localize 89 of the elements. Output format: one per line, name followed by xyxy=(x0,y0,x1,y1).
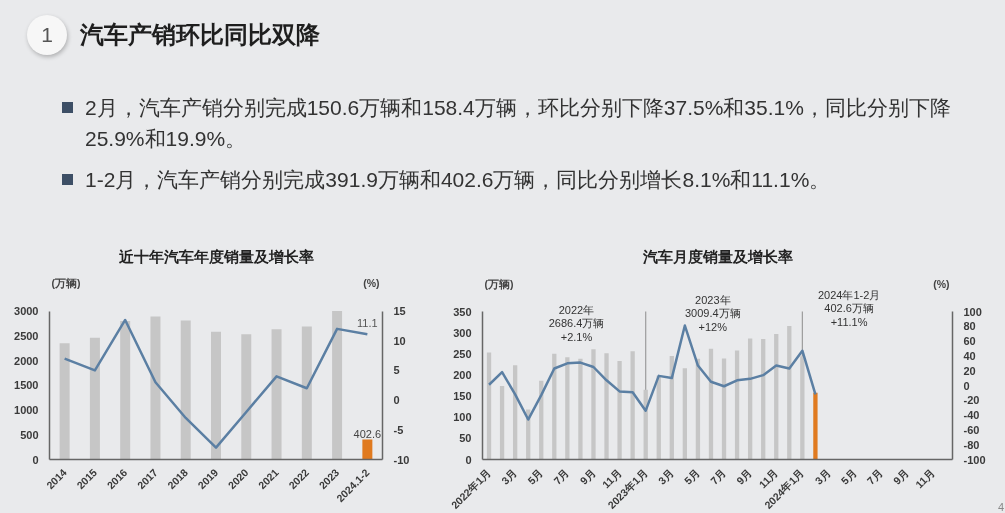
y-tick-label: 2500 xyxy=(14,329,39,342)
bar xyxy=(682,368,688,460)
x-tick-label: 3月 xyxy=(498,466,520,487)
y2-tick-label: -10 xyxy=(393,453,410,466)
y2-tick-label: -40 xyxy=(963,409,980,422)
x-tick-label: 9月 xyxy=(733,466,755,487)
y-tick-label: 250 xyxy=(453,347,472,360)
y2-tick-label: 5 xyxy=(393,364,400,377)
y-tick-label: 0 xyxy=(32,453,39,466)
bar xyxy=(604,353,609,460)
y-tick-label: 100 xyxy=(453,411,472,424)
y-tick-label: 3000 xyxy=(14,305,39,318)
y-tick-label: 200 xyxy=(453,368,472,381)
bar xyxy=(761,338,766,460)
y-tick-label: 500 xyxy=(20,428,39,441)
x-tick-label: 3月 xyxy=(655,466,677,487)
y-axis-title: (万辆) xyxy=(484,277,514,290)
bar xyxy=(180,320,191,460)
x-tick-label: 7月 xyxy=(864,466,885,487)
y2-tick-label: -20 xyxy=(963,394,980,407)
x-tick-label: 9月 xyxy=(577,466,598,487)
annotation: 2023年 3009.4万辆 +12% xyxy=(684,293,741,334)
y-tick-label: 2000 xyxy=(14,354,39,367)
y-tick-label: 1500 xyxy=(14,379,39,392)
y2-tick-label: 80 xyxy=(963,320,976,333)
bar xyxy=(578,358,583,460)
bar xyxy=(301,326,312,460)
text: 4 xyxy=(997,500,1004,513)
y-tick-label: 0 xyxy=(465,453,472,466)
y-tick-label: 350 xyxy=(453,305,472,318)
y-tick-label: 50 xyxy=(459,432,472,445)
bar xyxy=(630,351,635,460)
text: 2月，汽车产销分别完成150.6万辆和158.4万辆，环比分别下降37.5%和35.1%，同比分别下降25.9%和19.9%。 xyxy=(85,95,952,152)
y2-tick-label: 60 xyxy=(963,335,976,348)
bar xyxy=(211,331,221,460)
bar xyxy=(89,337,100,460)
x-tick-label: 5月 xyxy=(838,466,859,487)
bar xyxy=(774,333,779,460)
x-tick-label: 11月 xyxy=(913,466,938,491)
x-tick-label: 5月 xyxy=(525,466,546,487)
bar xyxy=(617,360,622,460)
y-tick-label: 300 xyxy=(453,326,472,339)
y-tick-label: 150 xyxy=(453,390,472,403)
y2-tick-label: 0 xyxy=(393,394,400,407)
annotation: 2022年 2686.4万辆 +2.1% xyxy=(548,303,605,344)
bar xyxy=(734,350,740,460)
y2-tick-label: 100 xyxy=(963,305,982,318)
annotation: 2024年1-2月 402.6万辆 +11.1% xyxy=(817,288,881,329)
y2-tick-label: -80 xyxy=(963,438,980,451)
y2-tick-label: 20 xyxy=(963,364,976,377)
bar xyxy=(721,358,727,460)
bar xyxy=(362,439,373,460)
x-tick-label: 7月 xyxy=(551,466,572,487)
bar xyxy=(241,334,252,460)
y2-tick-label: 40 xyxy=(963,349,976,362)
data-label: 11.1 xyxy=(357,317,378,330)
y2-tick-label: -5 xyxy=(393,423,404,436)
bar xyxy=(499,385,505,460)
y2-axis-title: (%) xyxy=(363,277,380,290)
section-number-badge: 1 xyxy=(27,15,67,55)
text: 汽车产销环比同比双降 xyxy=(80,20,320,50)
x-tick-label: 5月 xyxy=(681,466,703,487)
y2-tick-label: 10 xyxy=(393,334,406,347)
text: 1-2月，汽车产销分别完成391.9万辆和402.6万辆，同比分别增长8.1%和11.1%。 xyxy=(85,167,832,193)
chart-title: 汽车月度销量及增长率 xyxy=(641,247,793,265)
bar xyxy=(332,311,343,460)
bar xyxy=(486,352,492,460)
bar xyxy=(747,338,753,460)
x-tick-label: 7月 xyxy=(707,466,729,487)
data-label: 402.6 xyxy=(353,427,382,440)
x-tick-label: 3月 xyxy=(812,466,833,487)
y2-tick-label: -60 xyxy=(963,423,980,436)
chart-title: 近十年汽车年度销量及增长率 xyxy=(117,247,314,265)
y-tick-label: 1000 xyxy=(14,404,39,417)
bar xyxy=(120,320,131,460)
y2-tick-label: 0 xyxy=(963,379,970,392)
bar xyxy=(800,356,805,460)
x-tick-label: 9月 xyxy=(890,466,912,487)
bar xyxy=(813,392,818,460)
bar xyxy=(150,316,161,460)
y2-axis-title: (%) xyxy=(933,277,950,290)
y2-tick-label: -100 xyxy=(963,453,986,466)
bar xyxy=(591,349,596,460)
bar xyxy=(787,325,792,460)
y2-tick-label: 15 xyxy=(393,305,406,318)
bar xyxy=(271,329,282,460)
bar xyxy=(565,357,570,460)
bar xyxy=(59,343,70,460)
y-axis-title: (万辆) xyxy=(51,277,81,290)
